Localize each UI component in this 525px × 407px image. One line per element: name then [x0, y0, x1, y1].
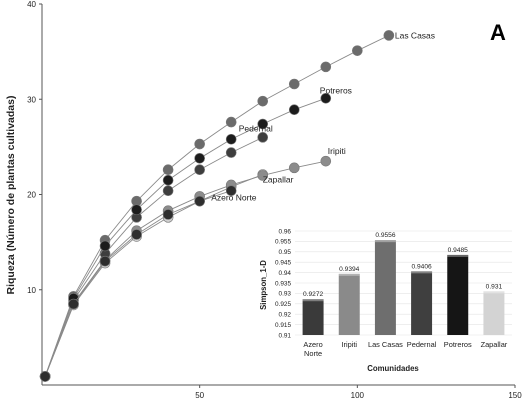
data-point	[225, 116, 237, 128]
inset-category-label: Las Casas	[368, 340, 403, 349]
data-point	[194, 164, 205, 176]
inset-ticks: 0.91 0.915 0.92 0.925 0.93 0.935 0.94 0.945 0.95…	[275, 228, 291, 339]
data-point	[288, 104, 300, 116]
data-point	[320, 61, 332, 73]
data-point	[257, 132, 269, 143]
data-point	[225, 185, 237, 196]
data-point	[352, 45, 363, 56]
inset-bar	[447, 254, 469, 335]
inset-y-tick-label: 0.955	[275, 239, 291, 246]
data-point	[320, 92, 332, 104]
inset-bar	[483, 291, 505, 335]
data-point	[257, 95, 269, 107]
inset-bar-chart: 0.91 0.915 0.92 0.925 0.93 0.935 0.94 0.945 0.95…	[253, 224, 515, 376]
inset-value-label: 0.9556	[375, 232, 396, 239]
x-tick-label: 50	[195, 391, 204, 400]
data-point	[194, 138, 205, 150]
data-point	[225, 147, 237, 158]
series-line	[44, 160, 326, 377]
inset-bar-highlight	[483, 291, 505, 294]
inset-value-label: 0.9485	[448, 247, 469, 254]
data-point	[257, 118, 269, 130]
inset-x-axis-label: Comunidades	[367, 364, 419, 373]
inset-value-label: 0.931	[486, 283, 503, 290]
data-point	[131, 204, 142, 216]
inset-value-label: 0.9394	[339, 266, 360, 273]
inset-y-tick-label: 0.945	[275, 260, 291, 267]
data-point	[288, 78, 300, 90]
inset-category-label: Iripiti	[341, 340, 357, 349]
series-label: Azero Norte	[211, 193, 257, 203]
series-label: Zapallar	[263, 174, 294, 184]
series-line	[44, 97, 326, 377]
inset-bar	[374, 240, 396, 335]
inset-category-label: Potreros	[444, 340, 472, 349]
inset-bar	[411, 271, 433, 335]
y-tick-label: 40	[27, 0, 36, 9]
data-point	[288, 162, 300, 174]
inset-y-tick-label: 0.93	[279, 291, 292, 298]
data-point	[162, 164, 174, 176]
inset-bar-highlight	[411, 271, 433, 274]
y-axis-label: Riqueza (Número de plantas cultivadas)	[5, 96, 17, 295]
series-label: Potreros	[320, 85, 352, 95]
data-point	[39, 371, 51, 382]
inset-y-tick-label: 0.92	[279, 312, 292, 319]
x-tick-label: 100	[351, 391, 365, 400]
inset-y-tick-label: 0.95	[279, 249, 292, 256]
y-tick-label: 20	[27, 191, 36, 200]
series-line	[44, 174, 263, 377]
series-line	[44, 35, 390, 377]
main-ticks: 50 100 150 10 20 30 40	[27, 0, 522, 400]
inset-bar-highlight	[302, 299, 324, 302]
inset-y-tick-label: 0.925	[275, 301, 291, 308]
data-point	[131, 229, 142, 240]
data-point	[99, 255, 111, 267]
inset-bars	[302, 240, 505, 335]
panel-letter: A	[490, 20, 506, 45]
data-point	[194, 195, 205, 207]
inset-value-labels: 0.9272 0.9394 0.9556 0.9406 0.9485 0.931	[303, 232, 502, 298]
inset-bar	[302, 299, 324, 335]
data-point	[68, 298, 79, 310]
inset-bar-highlight	[447, 254, 469, 257]
inset-value-label: 0.9406	[411, 263, 432, 270]
data-point	[225, 133, 237, 145]
data-point	[257, 170, 269, 181]
inset-value-label: 0.9272	[303, 291, 324, 298]
inset-y-axis-label: Simpson_1-D	[259, 260, 268, 310]
inset-gridlines	[295, 230, 512, 336]
data-point	[320, 155, 332, 167]
data-point	[194, 153, 205, 164]
y-tick-label: 10	[27, 286, 36, 295]
series-pedernal	[39, 132, 269, 382]
inset-y-tick-label: 0.915	[275, 322, 291, 329]
inset-category-labels: Azero Norte Iripiti Las Casas Pedernal Potrer…	[303, 340, 507, 358]
inset-bar-highlight	[374, 240, 396, 243]
main-series	[39, 30, 395, 382]
data-point	[162, 209, 174, 220]
inset-y-tick-label: 0.91	[279, 332, 292, 339]
series-labels: Las Casas Potreros Pedernal Iripiti Zapallar…	[211, 30, 435, 202]
x-tick-label: 150	[508, 391, 522, 400]
inset-category-label: Azero Norte	[303, 340, 322, 358]
inset-category-label: Zapallar	[481, 340, 508, 349]
series-label: Iripiti	[328, 146, 346, 156]
data-point	[162, 174, 174, 186]
series-label: Pedernal	[239, 123, 273, 133]
data-point	[383, 30, 395, 41]
inset-y-tick-label: 0.96	[279, 228, 292, 235]
series-label: Las Casas	[395, 30, 435, 40]
data-point	[162, 185, 174, 196]
inset-y-tick-label: 0.935	[275, 280, 291, 287]
series-line	[44, 136, 263, 377]
inset-category-label: Pedernal	[407, 340, 437, 349]
inset-y-tick-label: 0.94	[279, 270, 292, 277]
inset-bar	[338, 273, 360, 335]
inset-bar-highlight	[338, 273, 360, 276]
y-tick-label: 30	[27, 95, 36, 104]
series-azero-norte	[39, 185, 237, 382]
data-point	[99, 240, 111, 252]
